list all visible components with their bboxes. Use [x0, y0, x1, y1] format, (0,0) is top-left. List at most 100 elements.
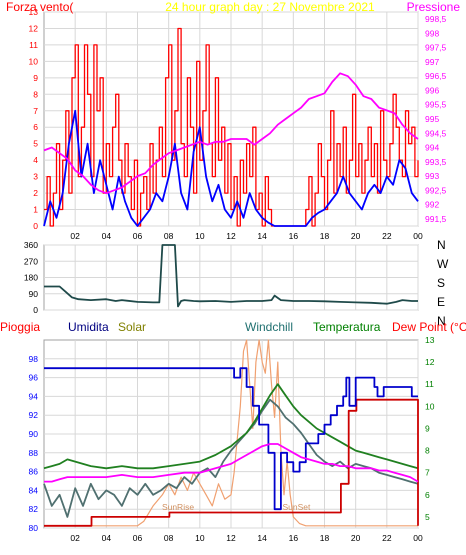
legend-label: Umidita [68, 320, 109, 334]
left-tick-label: 82 [29, 504, 39, 514]
series-line [43, 398, 419, 518]
x-tick-label: 08 [164, 231, 174, 241]
left-tick-label: 8 [33, 89, 38, 99]
series-line [44, 244, 418, 308]
left-tick-label: 98 [29, 354, 39, 364]
x-tick-label: 22 [382, 533, 392, 543]
right-tick-label: 5 [425, 512, 430, 522]
x-tick-label: 18 [320, 533, 330, 543]
x-tick-label: 20 [351, 533, 361, 543]
right-tick-label: 996 [425, 85, 439, 95]
left-tick-label: 11 [29, 40, 38, 50]
x-tick-label: 18 [320, 231, 330, 241]
left-tick-label: 13 [29, 7, 39, 17]
x-tick-label: 02 [70, 231, 80, 241]
x-tick-label: 16 [289, 533, 299, 543]
direction-label: N [437, 314, 446, 328]
direction-label: W [437, 257, 449, 271]
left-tick-label: 10 [29, 56, 39, 66]
x-tick-label: 10 [195, 533, 205, 543]
left-tick-label: 94 [29, 391, 39, 401]
series-line [43, 109, 419, 227]
x-tick-label: 04 [102, 231, 112, 241]
left-tick-label: 80 [29, 523, 39, 533]
right-tick-label: 997,5 [425, 43, 447, 53]
right-tick-label: 993,5 [425, 157, 447, 167]
x-tick-label: 10 [195, 231, 205, 241]
right-tick-label: 993 [425, 171, 439, 181]
left-tick-label: 90 [29, 429, 39, 439]
right-tick-label: 7 [425, 468, 430, 478]
left-tick-label: 3 [33, 172, 38, 182]
right-tick-label: 992 [425, 200, 439, 210]
legend-label: Dew Point (°C) [392, 320, 466, 334]
right-tick-label: 994,5 [425, 128, 447, 138]
left-tick-label: 2 [33, 188, 38, 198]
right-tick-label: 998,5 [425, 14, 447, 24]
left-tick-label: 7 [33, 106, 38, 116]
x-tick-label: 04 [102, 533, 112, 543]
right-tick-label: 9 [425, 423, 430, 433]
direction-label: E [437, 295, 445, 309]
direction-label: N [437, 238, 446, 252]
right-tick-label: 12 [425, 357, 435, 367]
right-tick-label: 994 [425, 143, 439, 153]
x-tick-label: 00 [413, 231, 423, 241]
x-tick-label: 22 [382, 231, 392, 241]
x-tick-label: 16 [289, 231, 299, 241]
sunrise-label: SunRise [162, 502, 194, 512]
left-tick-label: 90 [29, 289, 39, 299]
x-tick-label: 14 [257, 533, 267, 543]
x-tick-label: 20 [351, 231, 361, 241]
left-tick-label: 6 [33, 122, 38, 132]
x-tick-label: 06 [133, 533, 143, 543]
series-line [44, 443, 419, 483]
right-tick-label: 992,5 [425, 185, 447, 195]
left-tick-label: 0 [33, 221, 38, 231]
right-tick-label: 995,5 [425, 100, 447, 110]
right-tick-label: 11 [425, 379, 434, 389]
direction-label: S [437, 276, 445, 290]
x-tick-label: 00 [413, 533, 423, 543]
left-tick-label: 0 [33, 305, 38, 315]
right-tick-label: 997 [425, 57, 439, 67]
sunset-label: SunSet [283, 502, 312, 512]
pressure-axis-label: Pressione [407, 0, 461, 14]
x-tick-label: 12 [226, 231, 236, 241]
left-tick-label: 1 [33, 205, 38, 215]
legend-label: Temperatura [313, 320, 381, 334]
x-tick-label: 12 [226, 533, 236, 543]
left-tick-label: 180 [24, 273, 38, 283]
chart-title: 24 hour graph day : 27 Novembre 2021 [165, 0, 375, 14]
legend-label: Pioggia [0, 320, 40, 334]
right-tick-label: 8 [425, 446, 430, 456]
legend-label: Windchill [245, 320, 293, 334]
right-tick-label: 13 [425, 335, 435, 345]
series-line [43, 72, 419, 195]
left-tick-label: 5 [33, 139, 38, 149]
left-tick-label: 4 [33, 155, 38, 165]
left-tick-label: 84 [29, 485, 39, 495]
left-tick-label: 9 [33, 73, 38, 83]
left-tick-label: 270 [24, 256, 38, 266]
left-tick-label: 12 [29, 23, 39, 33]
right-tick-label: 10 [425, 401, 435, 411]
x-tick-label: 06 [133, 231, 143, 241]
series-line [44, 367, 418, 511]
right-tick-label: 6 [425, 490, 430, 500]
left-tick-label: 86 [29, 467, 39, 477]
left-tick-label: 88 [29, 448, 39, 458]
legend-label: Solar [118, 320, 146, 334]
series-line [43, 383, 419, 470]
right-tick-label: 998 [425, 28, 439, 38]
x-tick-label: 14 [257, 231, 267, 241]
left-tick-label: 360 [24, 240, 38, 250]
right-tick-label: 995 [425, 114, 439, 124]
x-tick-label: 08 [164, 533, 174, 543]
wind-axis-label: Forza vento( [6, 0, 73, 14]
right-tick-label: 996,5 [425, 71, 447, 81]
left-tick-label: 92 [29, 410, 39, 420]
right-tick-label: 991,5 [425, 214, 447, 224]
